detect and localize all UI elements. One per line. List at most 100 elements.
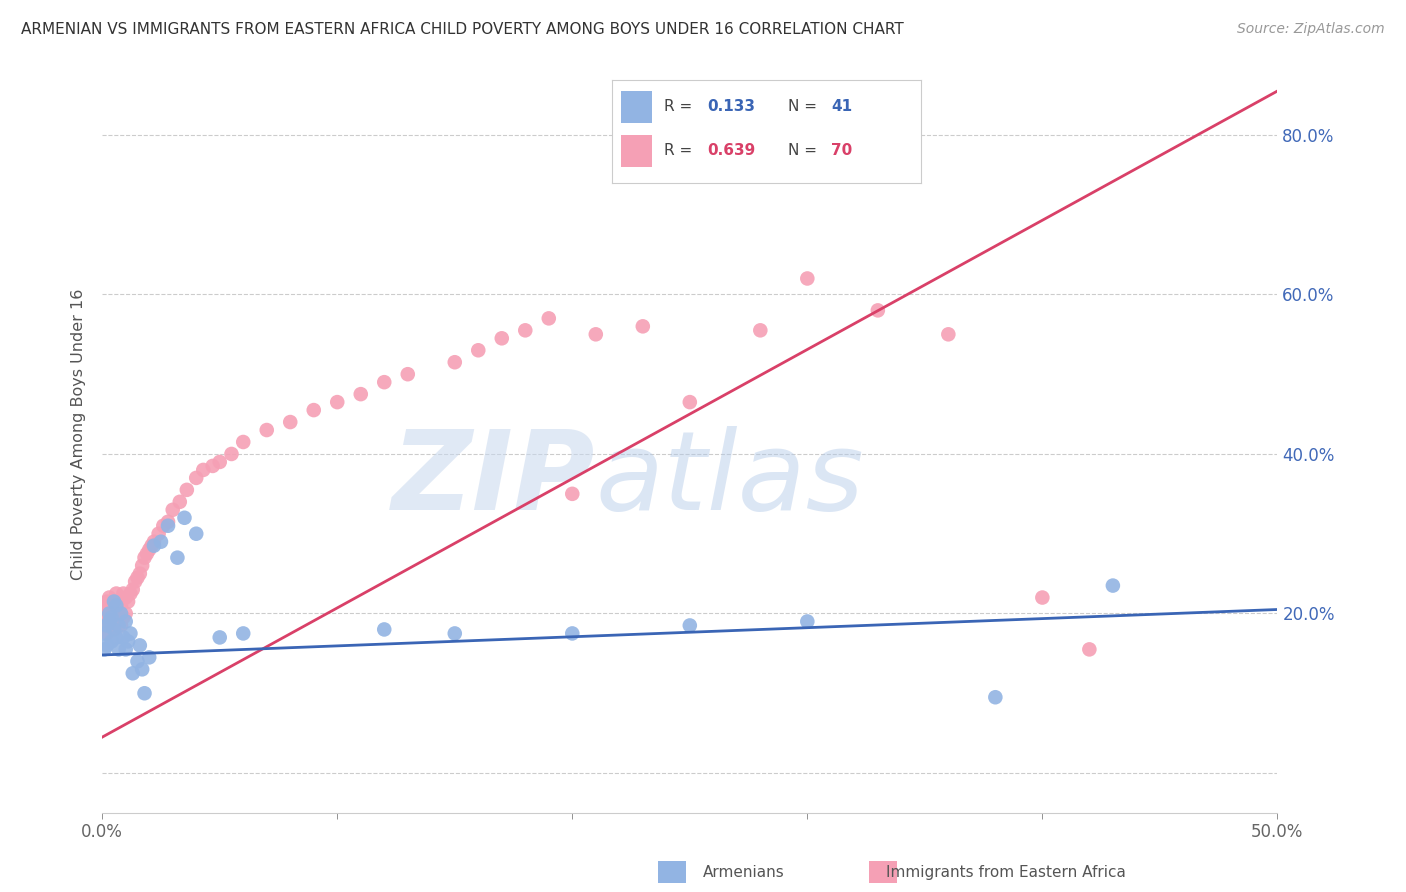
Point [585,327,607,342]
Text: atlas: atlas [596,426,865,533]
Point [138,542,160,557]
Point [117,634,139,648]
Point [98,602,121,616]
Point [103,594,125,608]
Point [100,610,122,624]
Point [443,355,465,369]
Point [128,639,150,653]
Point [117,594,139,608]
Point [396,368,419,382]
Point [157,515,180,529]
Point [142,539,165,553]
Point [936,327,959,342]
Point [232,435,254,450]
Point [105,599,128,613]
Point [561,487,583,501]
Point [134,686,156,700]
Point [96,626,118,640]
Text: ARMENIAN VS IMMIGRANTS FROM EASTERN AFRICA CHILD POVERTY AMONG BOYS UNDER 16 COR: ARMENIAN VS IMMIGRANTS FROM EASTERN AFRI… [21,22,904,37]
Point [120,586,142,600]
Point [93,610,115,624]
Bar [621,91,652,123]
Point [176,483,198,497]
Point [131,662,153,676]
Point [561,626,583,640]
Point [631,319,654,334]
Point [110,599,132,613]
Point [326,395,349,409]
Point [112,631,135,645]
Point [152,518,174,533]
Point [107,607,129,621]
Point [98,615,121,629]
Point [93,618,115,632]
Text: N =: N = [787,99,821,114]
Point [103,623,125,637]
Point [443,626,465,640]
Point [112,610,135,624]
Point [141,539,163,553]
Point [221,447,243,461]
Point [162,503,184,517]
Point [135,547,157,561]
Point [124,574,146,589]
Text: R =: R = [664,143,697,158]
Point [166,550,188,565]
Point [373,375,395,389]
Point [208,455,231,469]
Point [93,626,115,640]
Point [984,690,1007,705]
Point [138,650,160,665]
Bar [621,135,652,168]
Point [201,458,224,473]
Point [467,343,489,358]
Point [114,607,136,621]
Point [128,566,150,581]
Point [796,615,818,629]
Point [107,618,129,632]
Point [749,323,772,337]
Point [193,463,215,477]
Point [103,623,125,637]
Point [121,582,143,597]
Point [142,534,165,549]
Text: Armenians: Armenians [703,865,785,880]
Point [491,331,513,345]
Y-axis label: Child Poverty Among Boys Under 16: Child Poverty Among Boys Under 16 [72,288,86,580]
Point [157,518,180,533]
Point [103,594,125,608]
Point [186,471,208,485]
Text: Source: ZipAtlas.com: Source: ZipAtlas.com [1237,22,1385,37]
Point [98,607,121,621]
Point [148,526,170,541]
Point [679,395,702,409]
Point [96,594,118,608]
Point [96,607,118,621]
Point [208,631,231,645]
Point [105,586,128,600]
Text: 0.639: 0.639 [707,143,756,158]
Point [93,642,115,657]
Text: R =: R = [664,99,697,114]
Point [256,423,278,437]
Point [100,610,122,624]
Point [350,387,373,401]
Point [120,626,142,640]
Point [127,654,149,668]
Point [127,571,149,585]
Point [100,599,122,613]
Point [149,534,172,549]
Point [186,526,208,541]
Point [232,626,254,640]
Point [100,634,122,648]
Point [96,618,118,632]
Point [114,615,136,629]
Point [98,615,121,629]
Point [278,415,301,429]
Point [866,303,889,318]
Point [1078,642,1101,657]
Point [1031,591,1053,605]
Point [107,642,129,657]
Point [679,618,702,632]
Point [105,615,128,629]
